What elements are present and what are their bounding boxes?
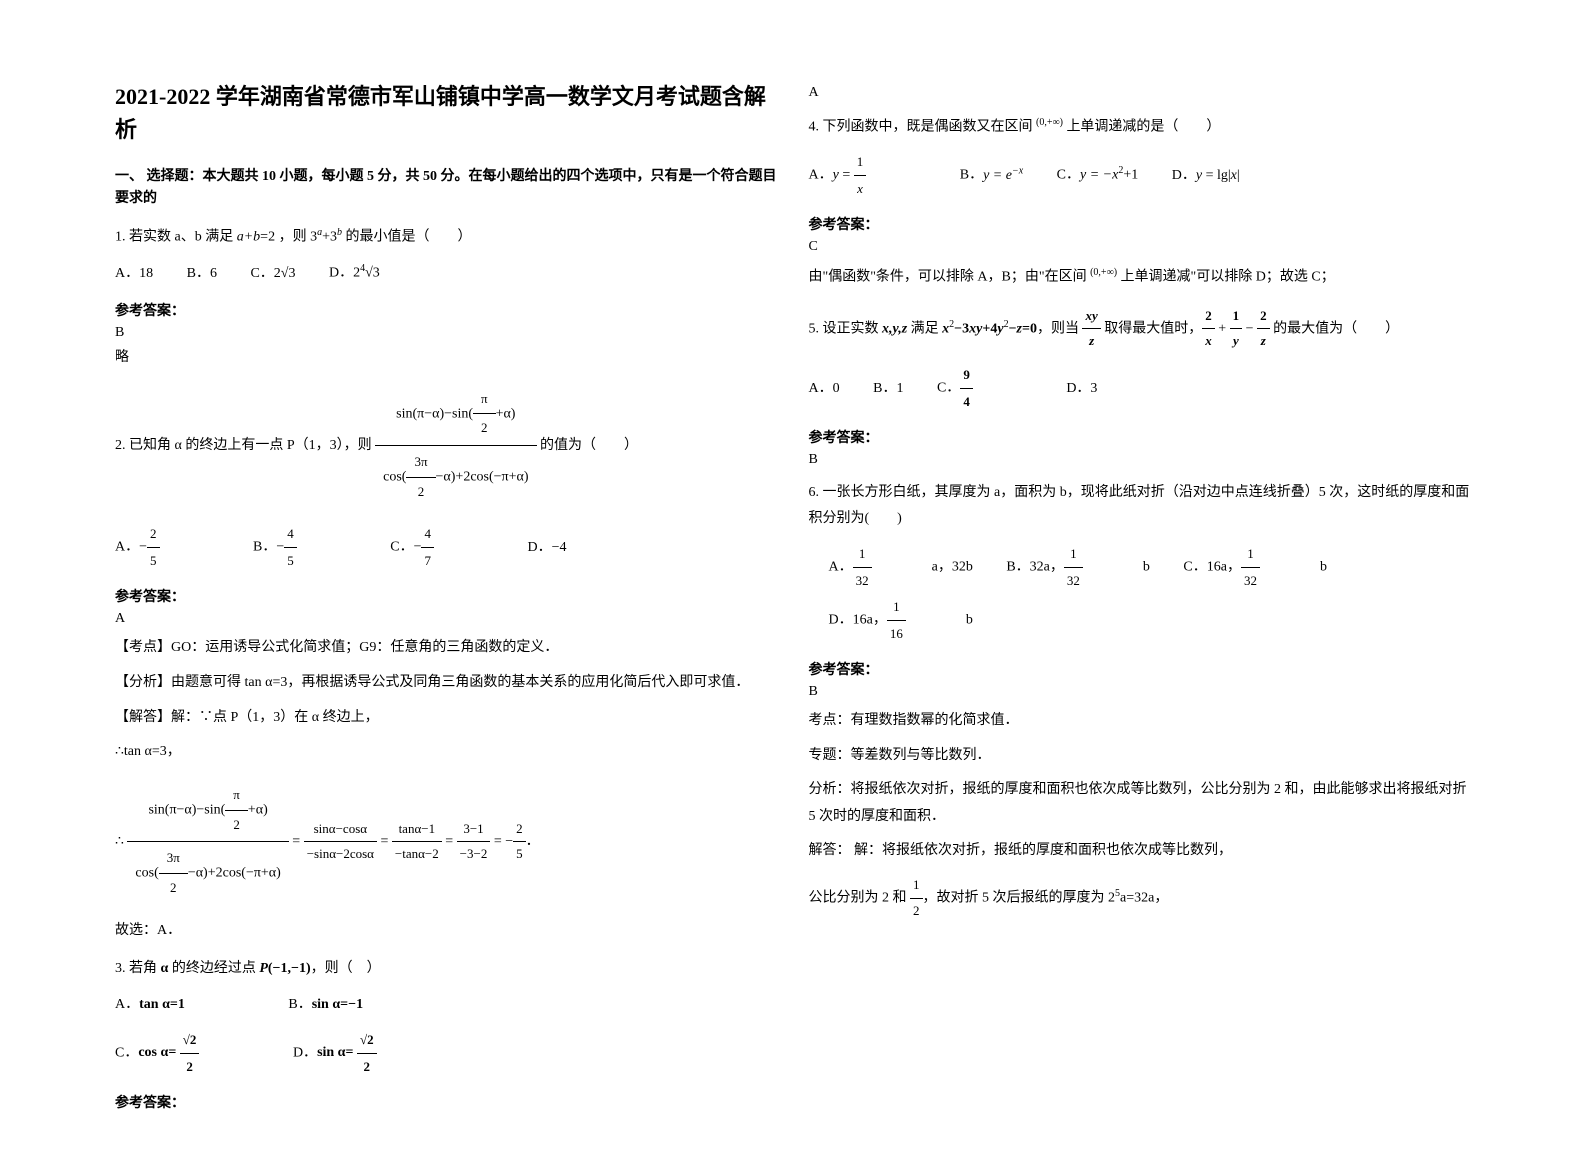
q1-note: 略 [115, 346, 779, 366]
q2-text-start: 2. 已知角 α 的终边上有一点 P（1，3），则 [115, 438, 372, 453]
q2-opt-a: A．−25 [115, 521, 220, 574]
section-header: 一、 选择题：本大题共 10 小题，每小题 5 分，共 50 分。在每小题给出的… [115, 166, 779, 211]
q3-opt-b: B．sin α=−1 [288, 991, 363, 1019]
q4-opt-d: D．y = lg|x| [1172, 162, 1240, 190]
question-3: 3. 若角 α 的终边经过点 P(−1,−1)，则（ ） A．tan α=1 B… [115, 956, 779, 1080]
q1-opt-a: A．18 [115, 260, 153, 288]
q1-text: 1. 若实数 a、b 满足 a+b=2 ，则 3a+3b 的最小值是（ ） [115, 223, 779, 251]
q1-options: A．18 B．6 C．2√3 D．24√3 [115, 259, 779, 288]
question-4: 4. 下列函数中，既是偶函数又在区间 (0,+∞) 上单调递减的是（ ） A．y… [809, 113, 1473, 202]
q4-text: 4. 下列函数中，既是偶函数又在区间 (0,+∞) 上单调递减的是（ ） [809, 113, 1473, 141]
q6-exp3: 分析：将报纸依次对折，报纸的厚度和面积也依次成等比数列，公比分别为 2 和，由此… [809, 777, 1473, 830]
q6-answer: B [809, 684, 1473, 700]
q2-opt-c: C．−47 [390, 521, 494, 574]
q5-answer: B [809, 452, 1473, 468]
q5-opt-b: B．1 [873, 375, 903, 403]
q3-opt-c: C．cos α= √22 [115, 1027, 259, 1080]
q2-text-end: 的值为（ ） [540, 438, 638, 453]
left-column: 2021-2022 学年湖南省常德市军山铺镇中学高一数学文月考试题含解析 一、 … [100, 80, 794, 1117]
q3-opt-d: D．sin α= √22 [293, 1027, 437, 1080]
q6-text: 6. 一张长方形白纸，其厚度为 a，面积为 b，现将此纸对折（沿对边中点连线折叠… [809, 480, 1473, 533]
q6-opt-d: D．16a，116b [829, 594, 973, 647]
q3-answer-label: 参考答案： [115, 1092, 779, 1112]
q2-opt-b: B．−45 [253, 521, 357, 574]
q4-opt-a: A．y = 1x [809, 149, 927, 202]
q6-answer-label: 参考答案： [809, 659, 1473, 679]
q2-text: 2. 已知角 α 的终边上有一点 P（1，3），则 sin(π−α)−sin(π… [115, 378, 779, 514]
q2-answer: A [115, 611, 779, 627]
q1-opt-d: D．24√3 [329, 259, 380, 288]
q3-answer: A [809, 85, 1473, 101]
q2-exp6: 故选：A． [115, 918, 779, 945]
question-1: 1. 若实数 a、b 满足 a+b=2 ，则 3a+3b 的最小值是（ ） A．… [115, 223, 779, 288]
q2-exp2: 【分析】由题意可得 tan α=3，再根据诱导公式及同角三角函数的基本关系的应用… [115, 670, 779, 697]
q5-opt-c: C．94 [937, 362, 1033, 415]
q1-opt-b: B．6 [187, 260, 217, 288]
q4-answer: C [809, 239, 1473, 255]
q6-options: A．132a，32b B．32a，132b C．16a，132b D．16a，1… [829, 541, 1473, 647]
q2-answer-label: 参考答案： [115, 586, 779, 606]
q5-options: A．0 B．1 C．94 D．3 [809, 362, 1473, 415]
q3-options-2: C．cos α= √22 D．sin α= √22 [115, 1027, 779, 1080]
q6-opt-b: B．32a，132b [1006, 541, 1150, 594]
q4-opt-b: B．y = e−x [960, 161, 1023, 190]
q5-answer-label: 参考答案： [809, 427, 1473, 447]
question-5: 5. 设正实数 x,y,z 满足 x2−3xy+4y2−z=0，则当 xyz 取… [809, 304, 1473, 415]
q6-opt-c: C．16a，132b [1183, 541, 1327, 594]
document-title: 2021-2022 学年湖南省常德市军山铺镇中学高一数学文月考试题含解析 [115, 80, 779, 146]
q2-exp5: ∴ sin(π−α)−sin(π2+α) cos(3π2−α)+2cos(−π+… [115, 774, 779, 910]
question-6: 6. 一张长方形白纸，其厚度为 a，面积为 b，现将此纸对折（沿对边中点连线折叠… [809, 480, 1473, 647]
q2-formula: sin(π−α)−sin(π2+α) cos(3π2−α)+2cos(−π+α) [375, 383, 536, 509]
right-column: A 4. 下列函数中，既是偶函数又在区间 (0,+∞) 上单调递减的是（ ） A… [794, 80, 1488, 1117]
q4-answer-label: 参考答案： [809, 214, 1473, 234]
q1-answer: B [115, 325, 779, 341]
q5-opt-a: A．0 [809, 375, 840, 403]
q6-opt-a: A．132a，32b [829, 541, 973, 594]
q6-exp4: 解答： 解：将报纸依次对折，报纸的厚度和面积也依次成等比数列， [809, 838, 1473, 865]
q3-opt-a: A．tan α=1 [115, 991, 185, 1019]
q6-exp1: 考点：有理数指数幂的化简求值． [809, 708, 1473, 735]
q2-exp3: 【解答】解：∵点 P（1，3）在 α 终边上， [115, 705, 779, 732]
q4-exp: 由"偶函数"条件，可以排除 A，B；由"在区间 (0,+∞) 上单调递减"可以排… [809, 263, 1473, 291]
q3-options: A．tan α=1 B．sin α=−1 [115, 991, 779, 1019]
q4-options: A．y = 1x B．y = e−x C．y = −x2+1 D．y = lg|… [809, 149, 1473, 202]
q6-exp5: 公比分别为 2 和 12，故对折 5 次后报纸的厚度为 25a=32a， [809, 873, 1473, 923]
q1-answer-label: 参考答案： [115, 300, 779, 320]
q2-options: A．−25 B．−45 C．−47 D．−4 [115, 521, 779, 574]
q2-exp4: ∴tan α=3， [115, 739, 779, 766]
q6-exp2: 专题：等差数列与等比数列． [809, 743, 1473, 770]
q4-opt-c: C．y = −x2+1 [1057, 161, 1139, 190]
q2-exp1: 【考点】GO：运用诱导公式化简求值；G9：任意角的三角函数的定义． [115, 635, 779, 662]
q1-opt-c: C．2√3 [250, 260, 295, 288]
q2-opt-d: D．−4 [527, 534, 566, 562]
question-2: 2. 已知角 α 的终边上有一点 P（1，3），则 sin(π−α)−sin(π… [115, 378, 779, 575]
q5-opt-d: D．3 [1066, 375, 1097, 403]
q3-text: 3. 若角 α 的终边经过点 P(−1,−1)，则（ ） [115, 956, 779, 983]
q5-text: 5. 设正实数 x,y,z 满足 x2−3xy+4y2−z=0，则当 xyz 取… [809, 304, 1473, 354]
